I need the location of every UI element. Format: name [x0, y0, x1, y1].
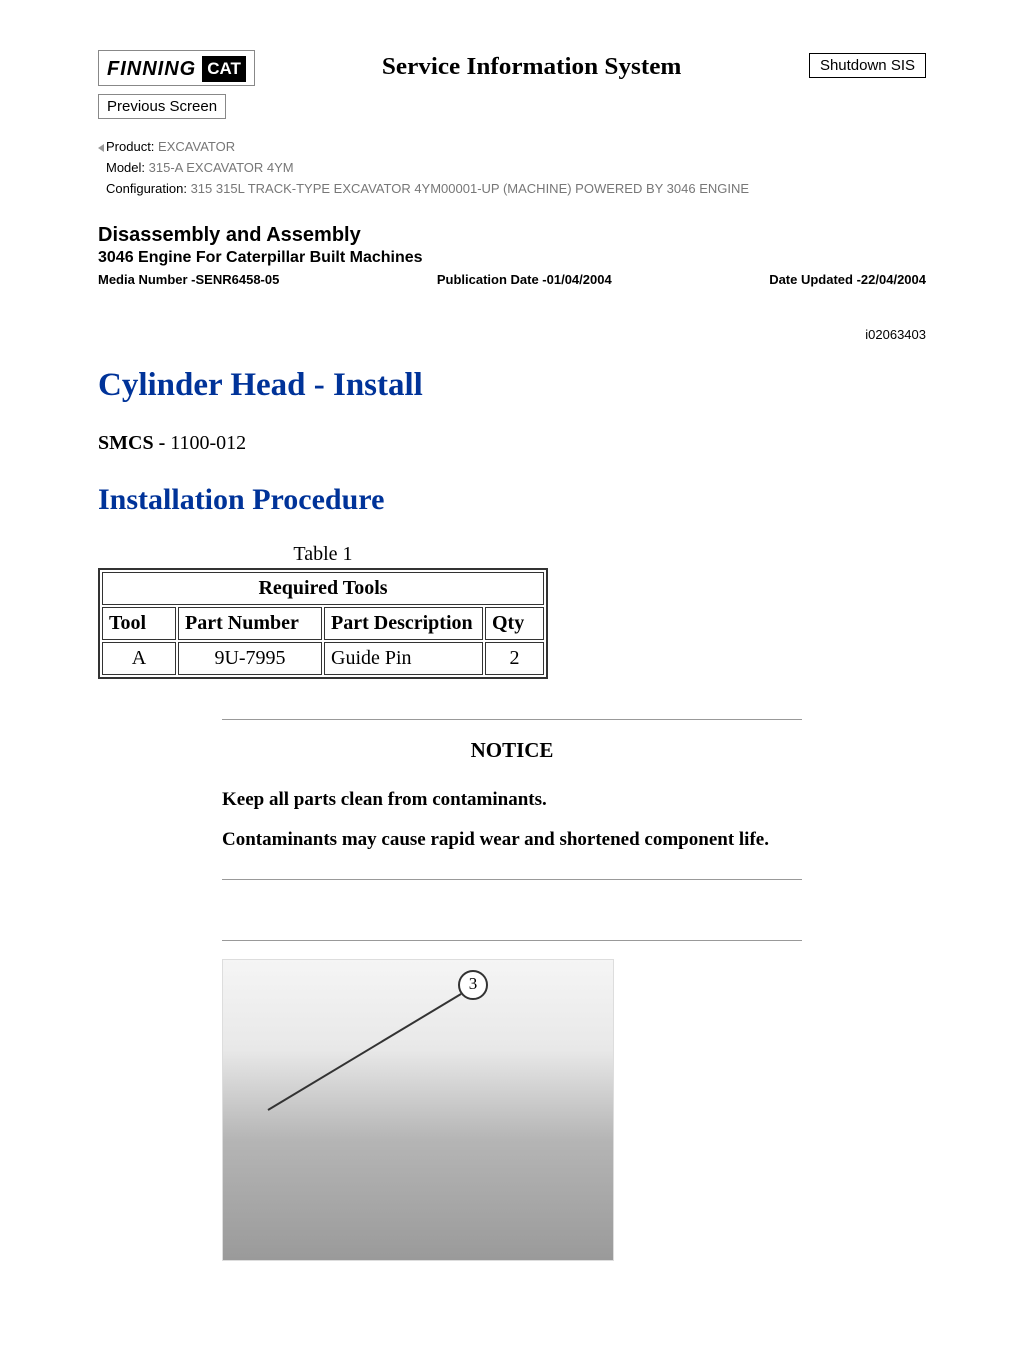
table-row: A 9U-7995 Guide Pin 2 [102, 642, 544, 675]
required-tools-table: Required Tools Tool Part Number Part Des… [98, 568, 548, 679]
doc-subtitle: 3046 Engine For Caterpillar Built Machin… [98, 249, 926, 267]
table-title: Required Tools [102, 572, 544, 605]
cell-description: Guide Pin [324, 642, 483, 675]
page-title: Cylinder Head - Install [98, 367, 926, 404]
figure-rule-top [222, 940, 802, 941]
logo-cat-badge: CAT [202, 56, 246, 82]
notice-text-2: Contaminants may cause rapid wear and sh… [222, 829, 802, 851]
model-value: 315-A EXCAVATOR 4YM [149, 160, 294, 175]
logo-brand-text: FINNING [107, 58, 196, 81]
previous-screen-button[interactable]: Previous Screen [98, 94, 226, 119]
col-qty: Qty [485, 607, 544, 640]
back-arrow-icon[interactable] [98, 144, 104, 152]
model-line: Model: 315-A EXCAVATOR 4YM [98, 160, 926, 175]
figure-block: 3 [222, 940, 802, 1261]
config-label: Configuration: [106, 181, 187, 196]
figure-image: 3 [222, 959, 614, 1261]
reference-id: i02063403 [98, 327, 926, 342]
doc-meta-row: Media Number -SENR6458-05 Publication Da… [98, 272, 926, 287]
cell-part-number: 9U-7995 [178, 642, 322, 675]
config-value: 315 315L TRACK-TYPE EXCAVATOR 4YM00001-U… [191, 181, 749, 196]
brand-logo: FINNING CAT [98, 50, 255, 86]
smcs-value: 1100-012 [170, 432, 246, 454]
notice-rule-top [222, 719, 802, 720]
procedure-title: Installation Procedure [98, 483, 926, 517]
table-caption: Table 1 [98, 543, 548, 566]
doc-category: Disassembly and Assembly [98, 224, 926, 247]
notice-block: NOTICE Keep all parts clean from contami… [222, 719, 802, 880]
config-line: Configuration: 315 315L TRACK-TYPE EXCAV… [98, 181, 926, 196]
system-title: Service Information System [382, 54, 682, 81]
shutdown-button[interactable]: Shutdown SIS [809, 53, 926, 78]
product-line: Product: EXCAVATOR [98, 139, 926, 154]
col-description: Part Description [324, 607, 483, 640]
notice-title: NOTICE [222, 738, 802, 763]
col-part-number: Part Number [178, 607, 322, 640]
notice-text-1: Keep all parts clean from contaminants. [222, 789, 802, 811]
smcs-line: SMCS - 1100-012 [98, 432, 926, 455]
product-value: EXCAVATOR [158, 139, 235, 154]
date-updated: Date Updated -22/04/2004 [769, 272, 926, 287]
media-number: Media Number -SENR6458-05 [98, 272, 279, 287]
header-row: FINNING CAT Service Information System S… [98, 50, 926, 86]
table-header-row: Tool Part Number Part Description Qty [102, 607, 544, 640]
cell-tool: A [102, 642, 176, 675]
doc-header: Disassembly and Assembly 3046 Engine For… [98, 224, 926, 267]
model-label: Model: [106, 160, 145, 175]
publication-date: Publication Date -01/04/2004 [437, 272, 612, 287]
col-tool: Tool [102, 607, 176, 640]
cell-qty: 2 [485, 642, 544, 675]
product-label: Product: [106, 139, 154, 154]
logo-block: FINNING CAT [98, 50, 255, 86]
smcs-label: SMCS - [98, 432, 165, 454]
notice-rule-bottom [222, 879, 802, 880]
callout-line-icon [263, 992, 463, 1112]
